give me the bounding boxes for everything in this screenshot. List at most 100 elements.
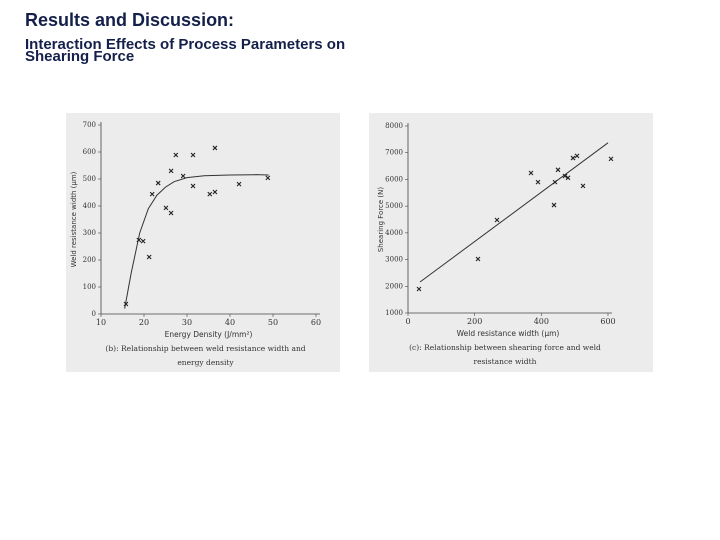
point [494,217,500,223]
point-cross [123,301,129,307]
y-tick-label: 400 [83,202,96,210]
point [265,175,271,181]
point-cross [155,180,161,186]
point [608,156,614,162]
x-tick-label: 60 [311,318,321,327]
caption: (b): Relationship between weld resistanc… [105,344,305,353]
x-axis-label: Weld resistance width (μm) [457,329,560,338]
point-cross [190,183,196,189]
point-cross [552,179,558,185]
point-cross [535,179,541,185]
point [155,180,161,186]
y-tick-label: 7000 [385,149,403,157]
point [136,237,142,243]
point-cross [265,175,271,181]
point-cross [173,152,179,158]
point-cross [140,238,146,244]
point-cross [236,181,242,187]
point [190,152,196,158]
point [180,173,186,179]
point-cross [212,145,218,151]
y-tick-label: 100 [83,283,96,291]
caption: (c): Relationship between shearing force… [409,343,601,352]
y-tick-label: 3000 [385,256,403,264]
x-tick-label: 50 [268,318,278,327]
y-tick-label: 500 [83,175,96,183]
point [580,183,586,189]
point-cross [475,256,481,262]
x-tick-label: 40 [225,318,235,327]
point-cross [570,155,576,161]
point-cross [190,152,196,158]
point [168,168,174,174]
point [149,191,155,197]
caption: energy density [177,358,234,367]
point [207,191,213,197]
caption: resistance width [474,357,537,366]
x-axis-label: Energy Density (J/mm²) [165,330,253,339]
point [475,256,481,262]
point-cross [565,175,571,181]
point-cross [494,217,500,223]
point-cross [574,153,580,159]
point [570,155,576,161]
point [565,175,571,181]
y-tick-label: 8000 [385,122,403,130]
x-tick-label: 30 [182,318,192,327]
point [552,179,558,185]
point [140,238,146,244]
point-cross [212,189,218,195]
y-tick-label: 4000 [385,229,403,237]
point [535,179,541,185]
point [173,152,179,158]
y-tick-label: 2000 [385,282,403,290]
point [163,205,169,211]
x-tick-label: 600 [600,317,615,326]
y-tick-label: 700 [83,121,96,129]
point [555,167,561,173]
x-tick-label: 20 [139,318,149,327]
point-cross [168,168,174,174]
point [212,145,218,151]
y-tick-label: 200 [83,256,96,264]
point-cross [551,202,557,208]
point-cross [562,173,568,179]
point [123,301,129,307]
y-tick-label: 1000 [385,309,403,317]
x-tick-label: 0 [405,317,410,326]
point-cross [180,173,186,179]
point [551,202,557,208]
panel [369,113,653,372]
point-cross [608,156,614,162]
point-cross [146,254,152,260]
point-cross [207,191,213,197]
point-cross [163,205,169,211]
point-cross [555,167,561,173]
fit-line [419,142,609,283]
y-tick-label: 600 [83,148,96,156]
point [212,189,218,195]
point-cross [136,237,142,243]
panel [66,113,340,372]
point [528,170,534,176]
point-cross [149,191,155,197]
point [236,181,242,187]
x-tick-label: 200 [467,317,482,326]
y-axis-label: Weld resistance width (μm) [70,171,78,267]
x-tick-label: 10 [96,318,106,327]
y-tick-label: 300 [83,229,96,237]
point [146,254,152,260]
point [574,153,580,159]
point-cross [416,286,422,292]
y-tick-label: 6000 [385,175,403,183]
x-tick-label: 400 [534,317,549,326]
point [190,183,196,189]
point-cross [168,210,174,216]
point [168,210,174,216]
point [416,286,422,292]
point-cross [528,170,534,176]
point [562,173,568,179]
slide-title: Results and Discussion: [25,10,235,30]
